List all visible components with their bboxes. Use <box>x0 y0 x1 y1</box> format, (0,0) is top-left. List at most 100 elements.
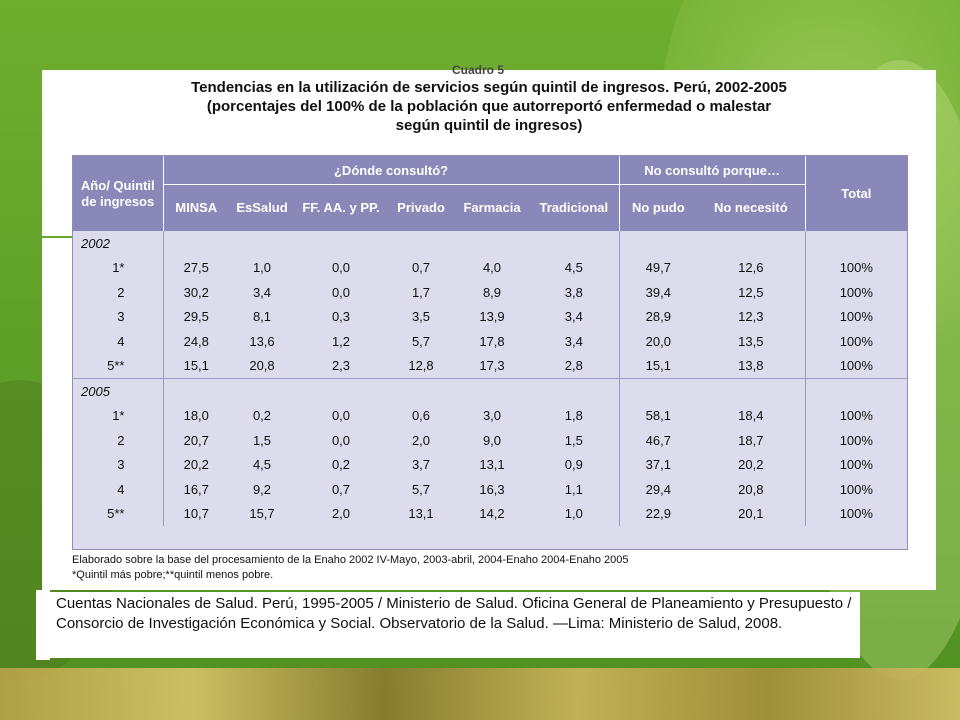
total-cell: 100% <box>804 329 908 354</box>
value-cell: 3,4 <box>564 309 583 325</box>
year-label: 2005 <box>73 378 163 404</box>
value-cell: 15,7 <box>249 506 275 522</box>
quintil-label: 4 <box>117 333 125 349</box>
value-cell: 0,9 <box>564 457 583 473</box>
table-row: 1* 18,0 0,2 0,0 0,6 3,0 1,8 58,1 18,4 100% <box>73 403 908 428</box>
value-cell: 39,4 <box>618 280 698 305</box>
value-cell: 49,7 <box>618 255 698 280</box>
value-cell: 10,7 <box>162 501 229 526</box>
value-cell: 13,1 <box>479 457 505 473</box>
value-cell: 29,5 <box>162 304 229 329</box>
total-cell: 100% <box>804 255 908 280</box>
quintil-label: 5** <box>107 506 125 522</box>
empty-cell <box>455 378 529 404</box>
table-row: 5** 15,1 20,8 2,3 12,8 17,3 2,8 15,1 13,8 100% <box>73 353 908 379</box>
value-cell: 3,0 <box>482 408 502 424</box>
table-row: 3 20,2 4,5 0,2 3,7 13,1 0,9 37,1 20,2 100% <box>73 452 908 477</box>
header-col-4: Farmacia <box>455 184 529 231</box>
quintil-label: 2 <box>117 432 125 448</box>
value-cell: 12,8 <box>408 358 434 374</box>
empty-cell <box>295 378 387 404</box>
quintil-label: 2 <box>117 284 125 300</box>
header-total: Total <box>804 156 908 231</box>
value-cell: 0,0 <box>331 260 351 276</box>
table-row: 2 20,7 1,5 0,0 2,0 9,0 1,5 46,7 18,7 100% <box>73 428 908 453</box>
quintil-label: 1* <box>112 408 125 424</box>
total-cell: 100% <box>804 477 908 502</box>
header-donde-consulto: ¿Dónde consultó? <box>162 156 620 185</box>
empty-cell <box>529 231 619 256</box>
value-cell: 22,9 <box>618 501 698 526</box>
note-quintil: *Quintil más pobre;**quintil menos pobre… <box>72 569 274 581</box>
value-cell: 9,0 <box>482 432 502 448</box>
header-year-quintil: Año/ Quintil de ingresos <box>73 156 163 231</box>
table-row: 2 30,2 3,4 0,0 1,7 8,9 3,8 39,4 12,5 100% <box>73 280 908 305</box>
value-cell: 1,7 <box>411 284 431 300</box>
value-cell: 0,2 <box>252 408 272 424</box>
empty-cell <box>387 231 455 256</box>
value-cell: 37,1 <box>618 452 698 477</box>
value-cell: 15,1 <box>162 353 229 379</box>
empty-cell <box>804 378 908 404</box>
empty-cell <box>295 231 387 256</box>
value-cell: 4,0 <box>482 260 502 276</box>
value-cell: 1,0 <box>252 260 272 276</box>
value-cell: 0,0 <box>331 432 351 448</box>
value-cell: 1,5 <box>564 432 583 448</box>
empty-cell <box>618 378 698 404</box>
header-col-6: No pudo <box>618 184 698 231</box>
table-row: 3 29,5 8,1 0,3 3,5 13,9 3,4 28,9 12,3 100% <box>73 304 908 329</box>
header-col-1: EsSalud <box>229 184 295 231</box>
total-cell: 100% <box>804 280 908 305</box>
value-cell: 8,9 <box>482 284 502 300</box>
total-cell: 100% <box>804 428 908 453</box>
table-row: 1* 27,5 1,0 0,0 0,7 4,0 4,5 49,7 12,6 100% <box>73 255 908 280</box>
table-row: 5** 10,7 15,7 2,0 13,1 14,2 1,0 22,9 20,1 100% <box>73 501 908 526</box>
value-cell: 16,7 <box>162 477 229 502</box>
header-col-5: Tradicional <box>529 184 620 231</box>
table-row: 4 16,7 9,2 0,7 5,7 16,3 1,1 29,4 20,8 100% <box>73 477 908 502</box>
quintil-label: 1* <box>112 260 125 276</box>
table-row: 4 24,8 13,6 1,2 5,7 17,8 3,4 20,0 13,5 100% <box>73 329 908 354</box>
table-notes: Elaborado sobre la base del procesamient… <box>72 553 906 583</box>
value-cell: 3,8 <box>564 284 583 300</box>
value-cell: 20,2 <box>162 452 229 477</box>
value-cell: 0,0 <box>331 408 351 424</box>
value-cell: 12,5 <box>738 284 764 300</box>
value-cell: 0,2 <box>331 457 351 473</box>
empty-cell <box>455 231 529 256</box>
value-cell: 29,4 <box>618 477 698 502</box>
total-cell: 100% <box>804 501 908 526</box>
value-cell: 58,1 <box>618 403 698 428</box>
value-cell: 20,1 <box>738 506 764 522</box>
title-line-2: (porcentajes del 100% de la población qu… <box>206 98 772 115</box>
title-line-3: según quintil de ingresos) <box>395 117 583 134</box>
empty-cell <box>618 231 698 256</box>
value-cell: 14,2 <box>479 506 505 522</box>
value-cell: 20,2 <box>738 457 764 473</box>
value-cell: 18,0 <box>162 403 229 428</box>
empty-cell <box>162 231 229 256</box>
empty-cell <box>529 378 620 404</box>
value-cell: 20,8 <box>738 481 764 497</box>
total-cell: 100% <box>804 353 908 379</box>
value-cell: 0,6 <box>411 408 431 424</box>
total-cell: 100% <box>804 403 908 428</box>
header-col-2: FF. AA. y PP. <box>295 184 387 231</box>
value-cell: 20,8 <box>249 358 275 374</box>
value-cell: 13,5 <box>738 333 764 349</box>
value-cell: 20,7 <box>162 428 229 453</box>
value-cell: 5,7 <box>411 333 431 349</box>
value-cell: 2,8 <box>564 358 583 374</box>
title-line-1: Tendencias en la utilización de servicio… <box>191 79 787 96</box>
quintil-label: 5** <box>107 358 125 374</box>
value-cell: 13,6 <box>249 333 275 349</box>
value-cell: 20,0 <box>618 329 698 354</box>
value-cell: 18,7 <box>738 432 764 448</box>
value-cell: 12,6 <box>738 260 764 276</box>
citation-side-strip <box>36 590 50 660</box>
header-col-0: MINSA <box>162 184 229 231</box>
value-cell: 1,1 <box>564 481 583 497</box>
value-cell: 16,3 <box>479 481 505 497</box>
value-cell: 1,2 <box>331 333 351 349</box>
